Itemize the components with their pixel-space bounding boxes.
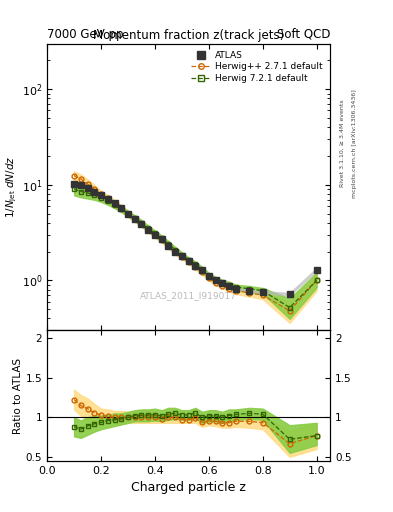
X-axis label: Charged particle z: Charged particle z xyxy=(131,481,246,494)
Y-axis label: Ratio to ATLAS: Ratio to ATLAS xyxy=(13,357,23,434)
Text: mcplots.cern.ch [arXiv:1306.3436]: mcplots.cern.ch [arXiv:1306.3436] xyxy=(352,89,357,198)
Text: 7000 GeV pp: 7000 GeV pp xyxy=(47,28,124,41)
Y-axis label: $1/N_\mathrm{jet}\;dN/dz$: $1/N_\mathrm{jet}\;dN/dz$ xyxy=(4,156,19,218)
Title: Momentum fraction z(track jets): Momentum fraction z(track jets) xyxy=(93,29,284,42)
Text: ATLAS_2011_I919017: ATLAS_2011_I919017 xyxy=(140,291,237,301)
Text: Soft QCD: Soft QCD xyxy=(277,28,330,41)
Text: Rivet 3.1.10, ≥ 3.4M events: Rivet 3.1.10, ≥ 3.4M events xyxy=(340,99,345,187)
Legend: ATLAS, Herwig++ 2.7.1 default, Herwig 7.2.1 default: ATLAS, Herwig++ 2.7.1 default, Herwig 7.… xyxy=(188,48,326,86)
